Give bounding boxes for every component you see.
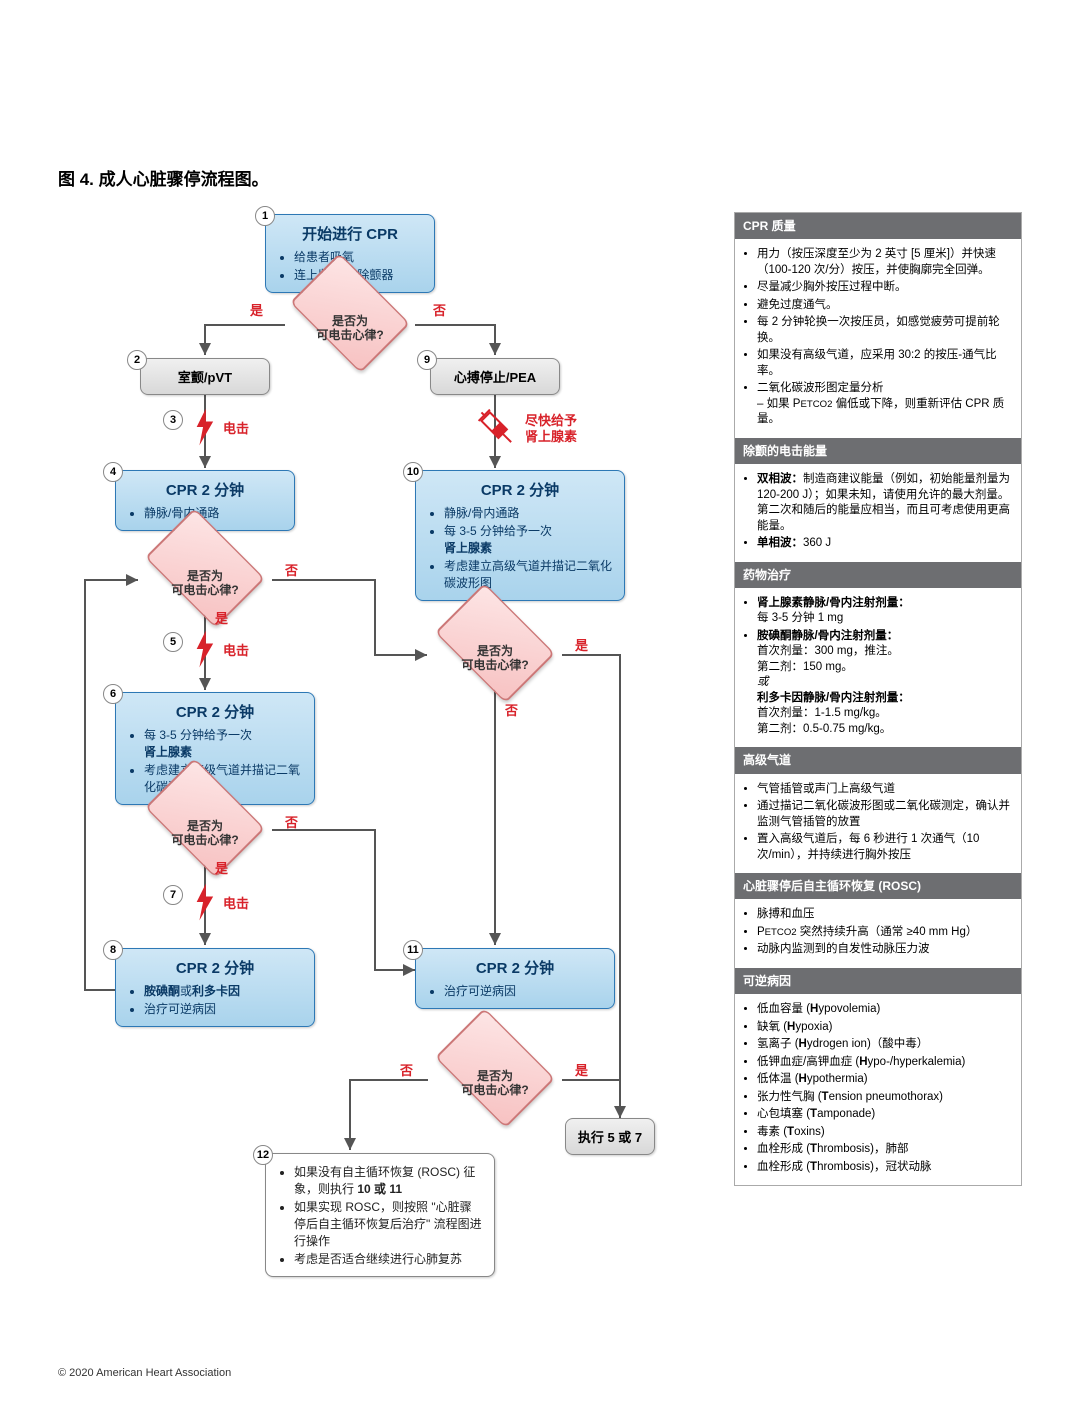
sidebar-section-header: 药物治疗 [735, 562, 1021, 588]
label-shock: 电击 [223, 418, 249, 437]
lightning-icon [193, 630, 215, 668]
node-cpr-8: CPR 2 分钟 胺碘酮或利多卡因治疗可逆病因 [115, 948, 315, 1027]
figure-title: 图 4. 成人心脏骤停流程图。 [58, 165, 269, 190]
sidebar-section-body: 肾上腺素静脉/骨内注射剂量：每 3-5 分钟 1 mg胺碘酮静脉/骨内注射剂量：… [735, 588, 1021, 748]
step-number-2: 2 [127, 350, 147, 370]
node-vf-pvt: 室颤/pVT [140, 358, 270, 395]
step-number-5: 5 [163, 632, 183, 652]
sidebar-section-header: 高级气道 [735, 747, 1021, 773]
label-epi-2: 肾上腺素 [525, 426, 577, 445]
sidebar-section-body: 低血容量 (Hypovolemia)缺氧 (Hypoxia)氢离子 (Hydro… [735, 994, 1021, 1185]
node-asystole-pea: 心搏停止/PEA [430, 358, 560, 395]
label-yes-4: 是 [575, 635, 588, 654]
label-no-4: 否 [505, 700, 518, 719]
sidebar-section-body: 脉搏和血压PETCO2 突然持续升高（通常 ≥40 mm Hg）动脉内监测到的自… [735, 899, 1021, 968]
decision-shockable-2: 是否为 可电击心律? [135, 558, 275, 628]
sidebar-section-body: 用力（按压深度至少为 2 英寸 [5 厘米]）并快速（100-120 次/分）按… [735, 239, 1021, 438]
step-number-7: 7 [163, 885, 183, 905]
decision-shockable-4: 是否为 可电击心律? [425, 633, 565, 703]
step-number-6: 6 [103, 684, 123, 704]
step-number-10: 10 [403, 462, 423, 482]
page: 图 4. 成人心脏骤停流程图。 [0, 0, 1080, 1427]
label-shock: 电击 [223, 640, 249, 659]
step-number-3: 3 [163, 410, 183, 430]
node-goto-5-7: 执行 5 或 7 [565, 1118, 655, 1155]
lightning-icon [193, 883, 215, 921]
sidebar-section-header: 心脏骤停后自主循环恢复 (ROSC) [735, 873, 1021, 899]
step-number-12: 12 [253, 1145, 273, 1165]
sidebar-section-header: CPR 质量 [735, 213, 1021, 239]
label-yes-5: 是 [575, 1060, 588, 1079]
copyright: © 2020 American Heart Association [58, 1367, 231, 1379]
label-shock: 电击 [223, 893, 249, 912]
decision-shockable-1: 是否为 可电击心律? [280, 303, 420, 373]
label-yes-2: 是 [215, 608, 228, 627]
sidebar-section-body: 双相波：制造商建议能量（例如，初始能量剂量为 120-200 J）；如果未知，请… [735, 464, 1021, 562]
label-no: 否 [433, 300, 446, 319]
step-number-9: 9 [417, 350, 437, 370]
label-no-5: 否 [400, 1060, 413, 1079]
sidebar-section-body: 气管插管或声门上高级气道通过描记二氧化碳波形图或二氧化碳测定，确认并监测气管插管… [735, 774, 1021, 874]
decision-shockable-3: 是否为 可电击心律? [135, 808, 275, 878]
node-outcome-12: 如果没有自主循环恢复 (ROSC) 征象，则执行 10 或 11如果实现 ROS… [265, 1153, 495, 1277]
label-yes-3: 是 [215, 858, 228, 877]
node-title: 开始进行 CPR [278, 223, 422, 244]
flowchart: 1 开始进行 CPR 给患者吸氧 连上监护仪/除颤器 是否为 可电击心律? 是 … [75, 200, 675, 1350]
step-number-1: 1 [255, 206, 275, 226]
decision-shockable-5: 是否为 可电击心律? [425, 1058, 565, 1128]
label-yes: 是 [250, 300, 263, 319]
label-no-2: 否 [285, 560, 298, 579]
node-cpr-11: CPR 2 分钟 治疗可逆病因 [415, 948, 615, 1009]
step-number-8: 8 [103, 940, 123, 960]
step-number-4: 4 [103, 462, 123, 482]
node-cpr-10: CPR 2 分钟 静脉/骨内通路每 3-5 分钟给予一次肾上腺素考虑建立高级气道… [415, 470, 625, 601]
sidebar-section-header: 除颤的电击能量 [735, 438, 1021, 464]
label-no-3: 否 [285, 812, 298, 831]
syringe-icon [475, 406, 519, 450]
step-number-11: 11 [403, 940, 423, 960]
lightning-icon [193, 408, 215, 446]
sidebar-reference: CPR 质量用力（按压深度至少为 2 英寸 [5 厘米]）并快速（100-120… [734, 212, 1022, 1186]
sidebar-section-header: 可逆病因 [735, 968, 1021, 994]
